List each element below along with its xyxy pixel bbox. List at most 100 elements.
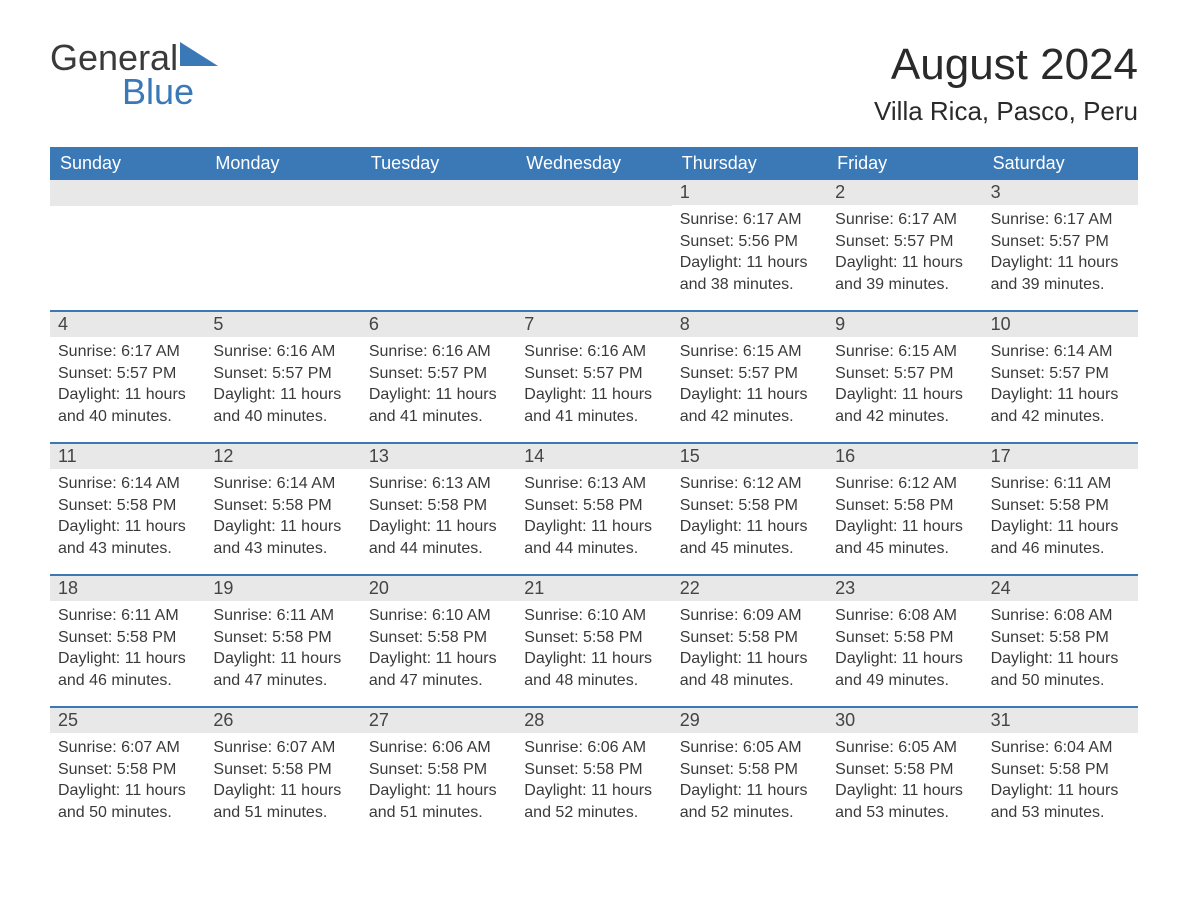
weekday-header: Wednesday: [516, 147, 671, 180]
day-number: 18: [58, 578, 78, 598]
day-number-row: 19: [205, 576, 360, 601]
weekday-header-row: Sunday Monday Tuesday Wednesday Thursday…: [50, 147, 1138, 180]
day-number-row: 17: [983, 444, 1138, 469]
day-number-row: 22: [672, 576, 827, 601]
daylight-text-line2: and 39 minutes.: [835, 274, 974, 296]
day-content: Sunrise: 6:17 AMSunset: 5:57 PMDaylight:…: [50, 337, 205, 427]
daylight-text-line1: Daylight: 11 hours: [524, 384, 663, 406]
day-number-row: 18: [50, 576, 205, 601]
daylight-text-line2: and 46 minutes.: [58, 670, 197, 692]
sunrise-text: Sunrise: 6:14 AM: [213, 473, 352, 495]
day-number: 2: [835, 182, 845, 202]
day-cell: 31Sunrise: 6:04 AMSunset: 5:58 PMDayligh…: [983, 708, 1138, 838]
day-cell: 11Sunrise: 6:14 AMSunset: 5:58 PMDayligh…: [50, 444, 205, 574]
day-number-row: 16: [827, 444, 982, 469]
sunrise-text: Sunrise: 6:17 AM: [680, 209, 819, 231]
day-number: 13: [369, 446, 389, 466]
sunset-text: Sunset: 5:58 PM: [835, 495, 974, 517]
day-content: Sunrise: 6:08 AMSunset: 5:58 PMDaylight:…: [983, 601, 1138, 691]
sunrise-text: Sunrise: 6:16 AM: [213, 341, 352, 363]
daylight-text-line2: and 43 minutes.: [213, 538, 352, 560]
sunrise-text: Sunrise: 6:14 AM: [991, 341, 1130, 363]
sunset-text: Sunset: 5:57 PM: [213, 363, 352, 385]
sunrise-text: Sunrise: 6:13 AM: [524, 473, 663, 495]
day-number-row: [205, 180, 360, 206]
sunset-text: Sunset: 5:57 PM: [835, 231, 974, 253]
sunset-text: Sunset: 5:57 PM: [991, 363, 1130, 385]
day-cell: 1Sunrise: 6:17 AMSunset: 5:56 PMDaylight…: [672, 180, 827, 310]
day-cell: 18 Sunrise: 6:11 AMSunset: 5:58 PMDayligh…: [50, 576, 205, 706]
day-number: 19: [213, 578, 233, 598]
week-row: 1Sunrise: 6:17 AMSunset: 5:56 PMDaylight…: [50, 180, 1138, 310]
day-number: 20: [369, 578, 389, 598]
daylight-text-line1: Daylight: 11 hours: [835, 780, 974, 802]
daylight-text-line2: and 44 minutes.: [524, 538, 663, 560]
day-cell: 23Sunrise: 6:08 AMSunset: 5:58 PMDayligh…: [827, 576, 982, 706]
empty-day-cell: [50, 180, 205, 310]
week-row: 11 Sunrise: 6:14 AM Sunset: 5:58 PM Dayligh…: [50, 442, 1138, 574]
daylight-text-line2: and 48 minutes.: [680, 670, 819, 692]
sunrise-text: Sunrise: 6:05 AM: [835, 737, 974, 759]
daylight-text-line2: and 52 minutes.: [680, 802, 819, 824]
weekday-header: Thursday: [672, 147, 827, 180]
day-content: Sunrise: 6:11 AMSunset: 5:58 PMDaylight:…: [205, 601, 360, 691]
daylight-text-line2: and 42 minutes.: [680, 406, 819, 428]
daylight-text-line2: and 47 minutes.: [369, 670, 508, 692]
daylight-text-line1: Daylight: 11 hours: [369, 648, 508, 670]
sunrise-text: Sunrise: 6:05 AM: [680, 737, 819, 759]
day-number-row: 26: [205, 708, 360, 733]
day-number: 6: [369, 314, 379, 334]
day-number: 31: [991, 710, 1011, 730]
sunset-text: Sunset: 5:58 PM: [991, 627, 1130, 649]
day-number: 15: [680, 446, 700, 466]
day-number: 16: [835, 446, 855, 466]
sunset-text: Sunset: 5:58 PM: [991, 759, 1130, 781]
day-number-row: 25: [50, 708, 205, 733]
day-cell: 28Sunrise: 6:06 AMSunset: 5:58 PMDayligh…: [516, 708, 671, 838]
daylight-text-line2: and 48 minutes.: [524, 670, 663, 692]
daylight-text-line1: Daylight: 11 hours: [524, 780, 663, 802]
daylight-text-line1: Daylight: 11 hours: [58, 516, 197, 538]
daylight-text-line2: and 50 minutes.: [58, 802, 197, 824]
day-number-row: 14: [516, 444, 671, 469]
week-row: 4Sunrise: 6:17 AMSunset: 5:57 PMDaylight…: [50, 310, 1138, 442]
sunset-text: Sunset: 5:58 PM: [213, 627, 352, 649]
sunrise-text: Sunrise: 6:10 AM: [524, 605, 663, 627]
sunset-text: Sunset: 5:58 PM: [680, 495, 819, 517]
day-cell: 8Sunrise: 6:15 AMSunset: 5:57 PMDaylight…: [672, 312, 827, 442]
sunrise-text: Sunrise: 6:07 AM: [58, 737, 197, 759]
daylight-text-line2: and 39 minutes.: [991, 274, 1130, 296]
sunrise-text: Sunrise: 6:06 AM: [524, 737, 663, 759]
day-number: 29: [680, 710, 700, 730]
daylight-text-line1: Daylight: 11 hours: [991, 384, 1130, 406]
daylight-text-line1: Daylight: 11 hours: [524, 516, 663, 538]
day-content: Sunrise: 6:17 AMSunset: 5:57 PMDaylight:…: [983, 205, 1138, 295]
day-number: 21: [524, 578, 544, 598]
day-content: Sunrise: 6:06 AMSunset: 5:58 PMDaylight:…: [516, 733, 671, 823]
day-content: Sunrise: 6:11 AMSunset: 5:58 PMDaylight:…: [50, 601, 205, 691]
day-number-row: 13: [361, 444, 516, 469]
day-number: 5: [213, 314, 223, 334]
daylight-text-line2: and 42 minutes.: [835, 406, 974, 428]
month-title: August 2024: [874, 40, 1138, 90]
day-cell: 16Sunrise: 6:12 AMSunset: 5:58 PMDayligh…: [827, 444, 982, 574]
daylight-text-line1: Daylight: 11 hours: [835, 384, 974, 406]
sunset-text: Sunset: 5:58 PM: [524, 627, 663, 649]
day-cell: 2Sunrise: 6:17 AMSunset: 5:57 PMDaylight…: [827, 180, 982, 310]
title-block: August 2024 Villa Rica, Pasco, Peru: [874, 40, 1138, 127]
sunrise-text: Sunrise: 6:17 AM: [835, 209, 974, 231]
day-number: 27: [369, 710, 389, 730]
daylight-text-line1: Daylight: 11 hours: [991, 252, 1130, 274]
day-cell: 17Sunrise: 6:11 AMSunset: 5:58 PMDayligh…: [983, 444, 1138, 574]
day-number: 11: [58, 446, 77, 466]
day-number-row: 15: [672, 444, 827, 469]
logo-triangle-icon: [180, 42, 218, 66]
sunrise-text: Sunrise: 6:10 AM: [369, 605, 508, 627]
sunrise-text: Sunrise: 6:08 AM: [991, 605, 1130, 627]
day-content: Sunrise: 6:13 AMSunset: 5:58 PMDaylight:…: [516, 469, 671, 559]
day-number-row: 6: [361, 312, 516, 337]
sunrise-text: Sunrise: 6:07 AM: [213, 737, 352, 759]
logo-text-blue: Blue: [122, 76, 194, 108]
sunset-text: Sunset: 5:58 PM: [369, 495, 508, 517]
weekday-header: Friday: [827, 147, 982, 180]
